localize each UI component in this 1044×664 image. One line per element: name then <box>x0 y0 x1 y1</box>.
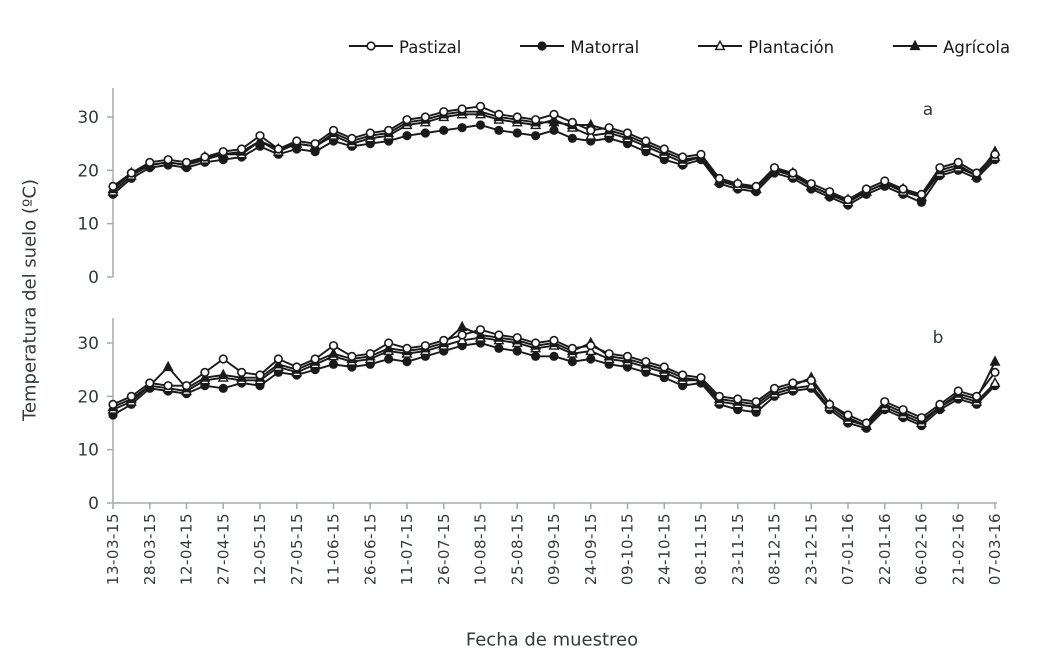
svg-text:11-07-15: 11-07-15 <box>398 513 416 585</box>
svg-text:0: 0 <box>88 268 99 288</box>
svg-text:10-08-15: 10-08-15 <box>472 513 490 585</box>
svg-text:0: 0 <box>88 494 99 514</box>
svg-text:25-08-15: 25-08-15 <box>508 513 526 585</box>
svg-text:07-03-16: 07-03-16 <box>986 513 1004 585</box>
svg-text:22-01-16: 22-01-16 <box>876 513 894 585</box>
legend-label: Plantación <box>748 38 835 57</box>
svg-text:13-03-15: 13-03-15 <box>104 513 122 585</box>
svg-text:20: 20 <box>77 161 99 181</box>
svg-text:08-12-15: 08-12-15 <box>766 513 784 585</box>
svg-text:07-01-16: 07-01-16 <box>839 513 857 585</box>
svg-text:12-05-15: 12-05-15 <box>251 513 269 585</box>
svg-text:06-02-16: 06-02-16 <box>913 513 931 585</box>
svg-text:23-11-15: 23-11-15 <box>729 513 747 585</box>
svg-text:24-10-15: 24-10-15 <box>655 513 673 585</box>
legend-label: Pastizal <box>399 38 462 57</box>
svg-text:21-02-16: 21-02-16 <box>949 513 967 585</box>
svg-text:23-12-15: 23-12-15 <box>802 513 820 585</box>
svg-text:09-10-15: 09-10-15 <box>619 513 637 585</box>
legend-item-agricola: Agrícola <box>892 38 1010 57</box>
legend-item-pastizal: Pastizal <box>348 38 461 57</box>
svg-text:27-04-15: 27-04-15 <box>214 513 232 585</box>
svg-text:24-09-15: 24-09-15 <box>582 513 600 585</box>
legend-label: Agrícola <box>943 38 1011 57</box>
svg-text:10: 10 <box>77 215 99 235</box>
triangle-filled-marker-icon <box>892 38 938 57</box>
svg-text:11-06-15: 11-06-15 <box>325 513 343 585</box>
svg-text:26-06-15: 26-06-15 <box>361 513 379 585</box>
svg-text:20: 20 <box>77 387 99 407</box>
legend-item-plantacion: Plantación <box>697 38 834 57</box>
chart-legend: Pastizal Matorral Plantación Agrícola <box>348 38 1010 57</box>
svg-text:10: 10 <box>77 441 99 461</box>
svg-text:30: 30 <box>77 108 99 128</box>
circle-open-marker-icon <box>348 38 394 57</box>
panel-label-b: b <box>932 328 944 348</box>
svg-text:26-07-15: 26-07-15 <box>435 513 453 585</box>
svg-text:30: 30 <box>77 334 99 354</box>
x-axis-title: Fecha de muestreo <box>465 629 639 651</box>
panel-label-a: a <box>922 100 934 120</box>
svg-text:09-09-15: 09-09-15 <box>545 513 563 585</box>
svg-text:28-03-15: 28-03-15 <box>141 513 159 585</box>
svg-text:12-04-15: 12-04-15 <box>178 513 196 585</box>
legend-label: Matorral <box>570 38 640 57</box>
circle-filled-marker-icon <box>519 38 565 57</box>
triangle-open-marker-icon <box>697 38 743 57</box>
svg-text:27-05-15: 27-05-15 <box>288 513 306 585</box>
legend-item-matorral: Matorral <box>519 38 639 57</box>
svg-text:08-11-15: 08-11-15 <box>692 513 710 585</box>
